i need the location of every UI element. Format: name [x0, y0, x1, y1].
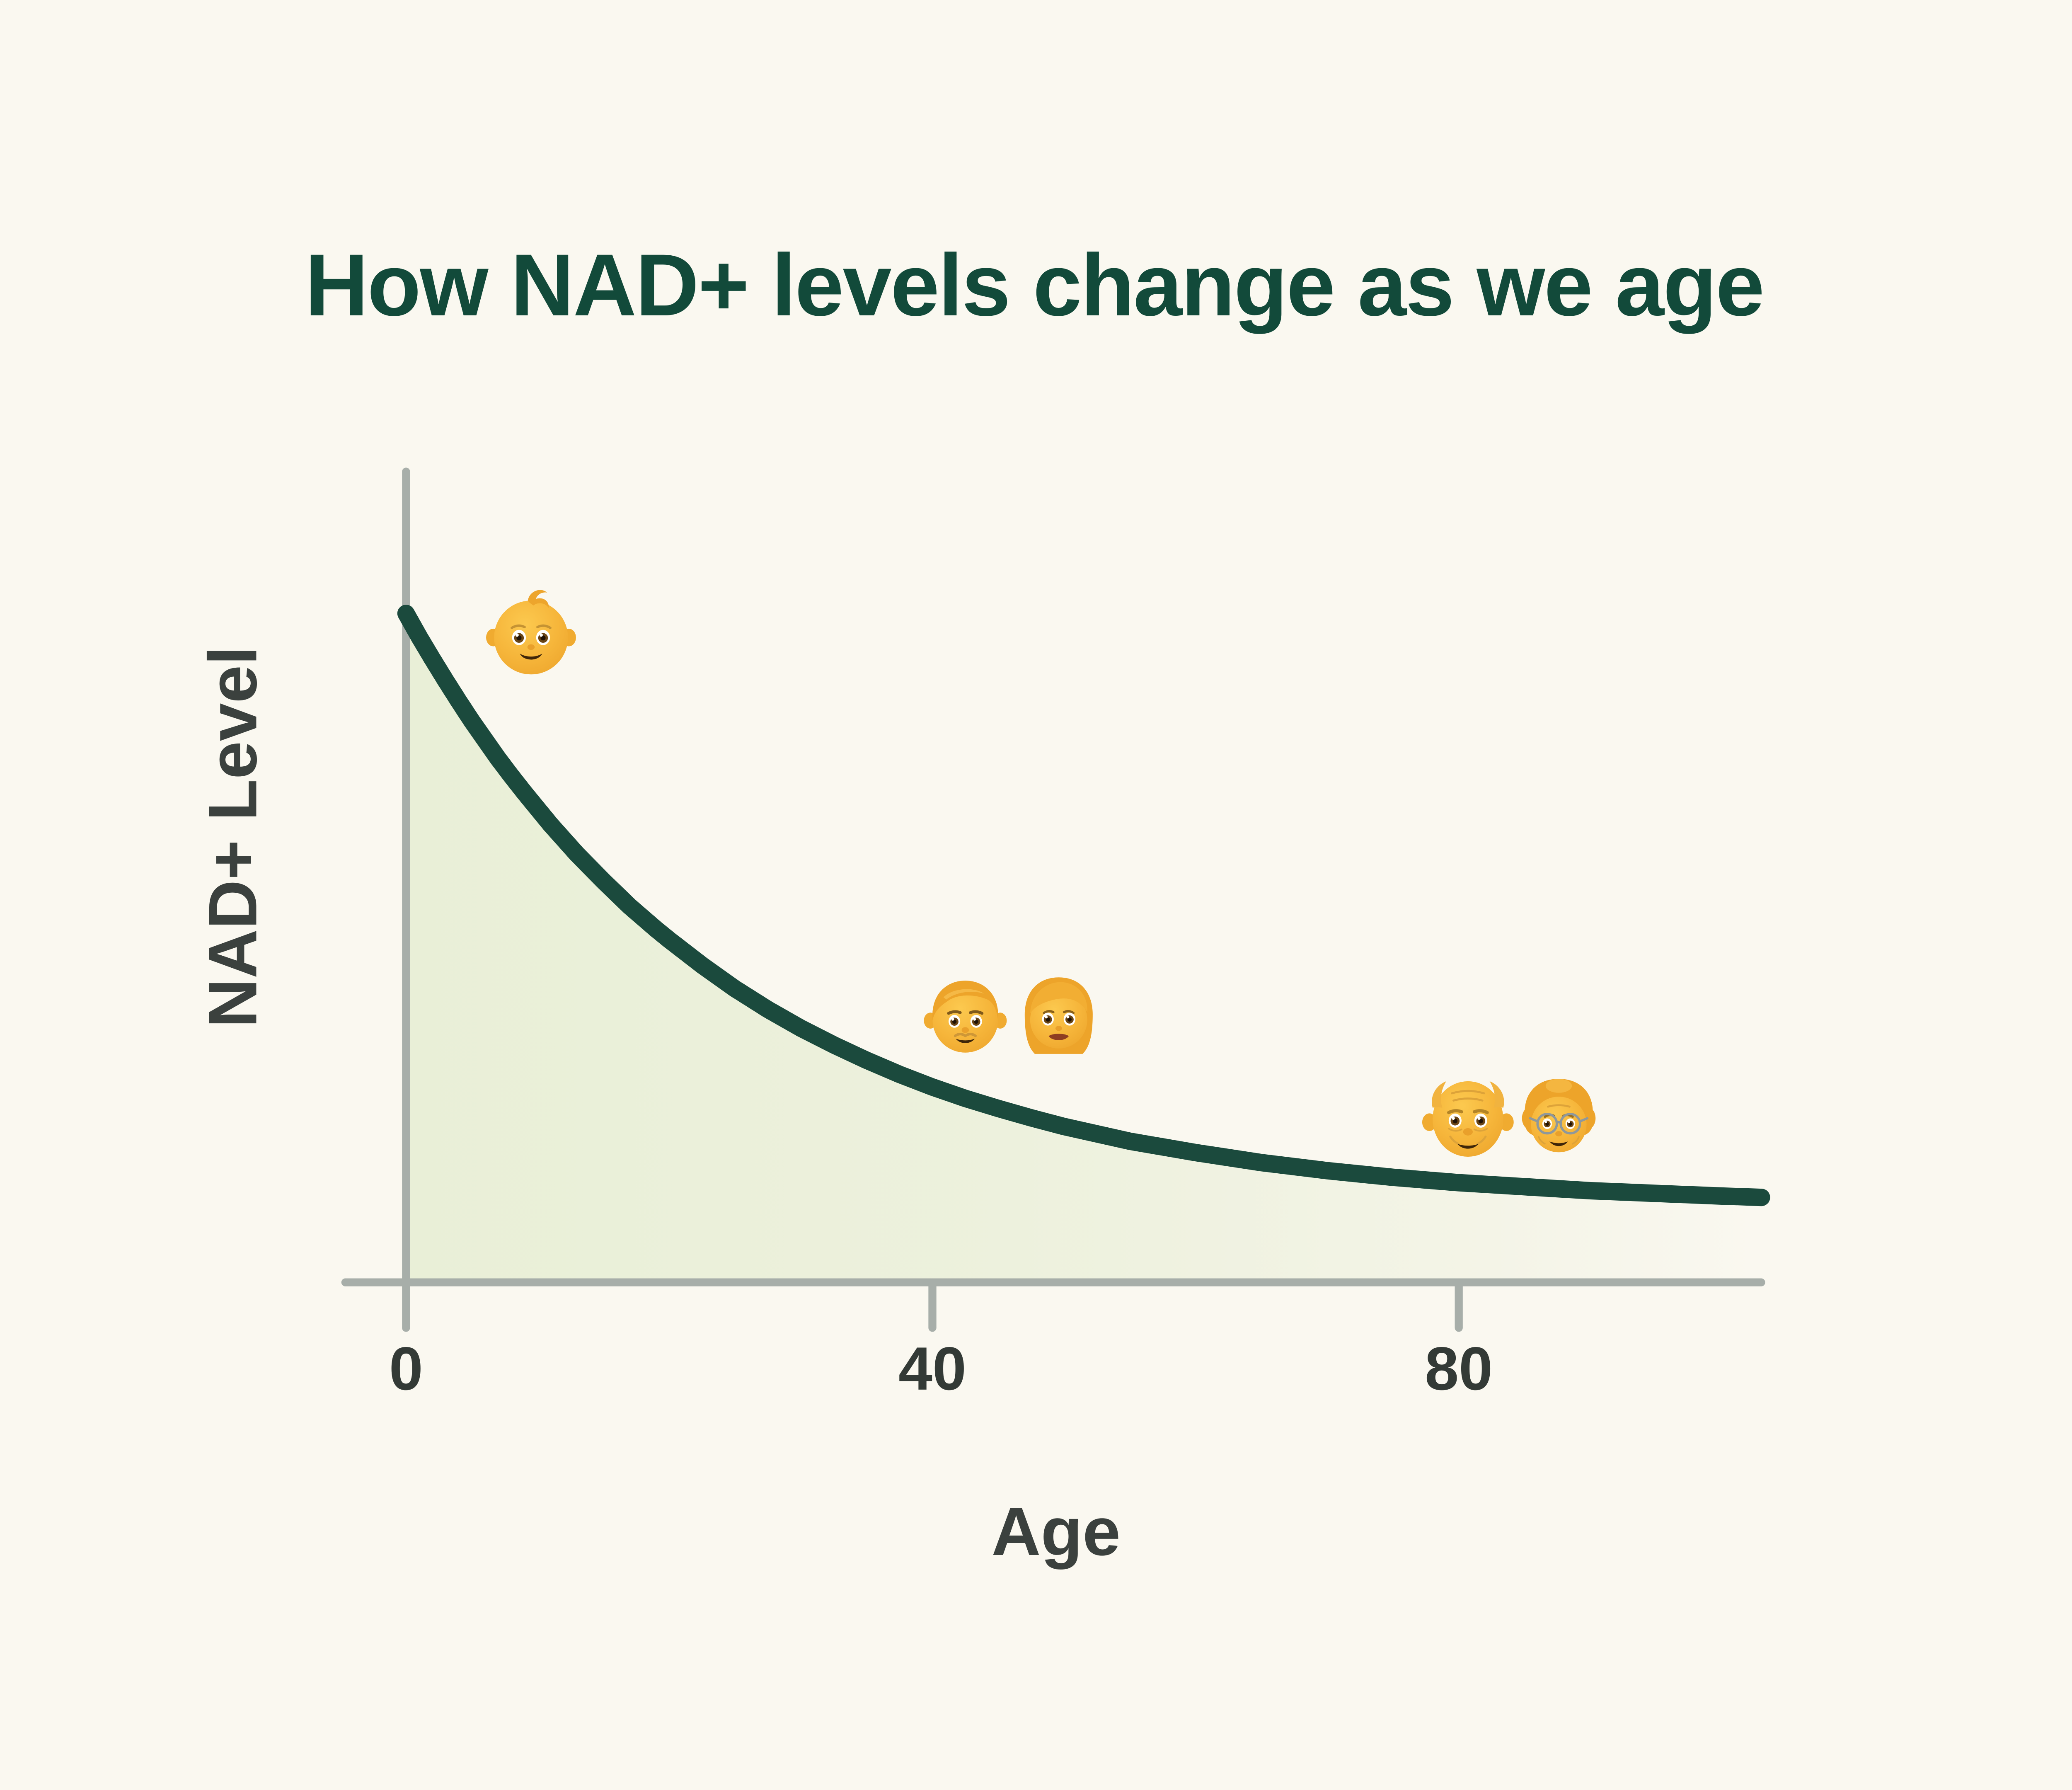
x-tick-label-40: 40: [898, 1335, 966, 1403]
woman-emoji: [1025, 977, 1093, 1054]
x-tick-label-0: 0: [389, 1335, 423, 1403]
x-tick-label-80: 80: [1425, 1335, 1493, 1403]
nad-curve-line: [397, 605, 1770, 1206]
background: [0, 110, 2072, 1680]
y-axis-title: NAD+ Level: [194, 646, 271, 1028]
x-axis-title: Age: [991, 1493, 1121, 1570]
chart-title: How NAD+ levels change as we age: [305, 236, 1764, 334]
curve-area-fill: [406, 613, 1762, 1283]
x-axis-ticks: 0 40 80: [389, 1278, 1493, 1403]
